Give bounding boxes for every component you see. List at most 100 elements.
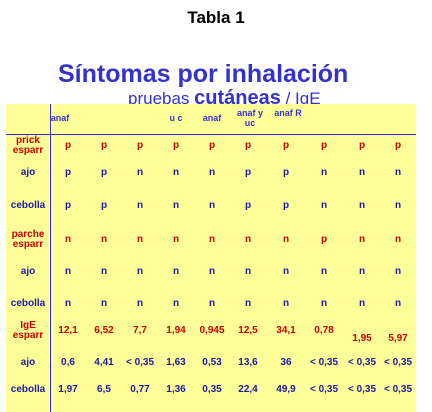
table-cell: p <box>320 234 328 245</box>
table-cell: < 0,35 <box>383 384 413 395</box>
row-label: ajo <box>20 266 36 277</box>
table-cell: n <box>320 266 328 277</box>
table-cell: p <box>100 167 108 178</box>
table-cell: 1,63 <box>166 357 186 368</box>
table-cell: 0,6 <box>61 357 75 368</box>
table-cell: 1,36 <box>166 384 186 395</box>
table-cell: 0,35 <box>202 384 222 395</box>
slide-title: Síntomas por inhalación <box>58 60 349 88</box>
table-cell: p <box>64 200 72 211</box>
table-cell: 0,945 <box>199 325 225 336</box>
table-cell: p <box>244 200 252 211</box>
table-cell: p <box>64 140 72 151</box>
table-cell: n <box>394 200 402 211</box>
table-cell: < 0,35 <box>347 384 377 395</box>
row-label: ajo <box>20 167 36 178</box>
subtitle-pre: pruebas <box>128 89 195 108</box>
table-cell: p <box>244 140 252 151</box>
table-cell: 6,52 <box>94 325 114 336</box>
table-cell: 1,97 <box>58 384 78 395</box>
table-cell: 12,5 <box>238 325 258 336</box>
table-cell: n <box>282 234 290 245</box>
table-cell: n <box>358 167 366 178</box>
table-cell: n <box>394 234 402 245</box>
table-cell: n <box>282 298 290 309</box>
table-cell: 4,41 <box>94 357 114 368</box>
table-cell: n <box>100 234 108 245</box>
table-cell: p <box>172 140 180 151</box>
table-cell: 49,9 <box>276 384 296 395</box>
table-cell: p <box>208 140 216 151</box>
table-cell: n <box>358 234 366 245</box>
table-cell: 0,53 <box>202 357 222 368</box>
table-cell: n <box>136 234 144 245</box>
table-cell: n <box>394 266 402 277</box>
table-cell: p <box>282 140 290 151</box>
row-label: cebolla <box>10 384 46 395</box>
table-cell: < 0,35 <box>309 384 339 395</box>
row-label: cebolla <box>10 298 46 309</box>
table-cell: n <box>208 298 216 309</box>
table-cell: n <box>244 266 252 277</box>
row-label: prick esparr <box>12 135 44 156</box>
table-cell: n <box>320 200 328 211</box>
table-cell: n <box>208 200 216 211</box>
table-cell: 0,77 <box>130 384 150 395</box>
table-cell: n <box>358 266 366 277</box>
table-cell: 12,1 <box>58 325 78 336</box>
table-cell: p <box>64 167 72 178</box>
row-label: parche esparr <box>11 229 45 250</box>
table-cell: 34,1 <box>276 325 296 336</box>
table-cell: < 0,35 <box>383 357 413 368</box>
column-header: anaf R <box>274 108 302 118</box>
table-cell: p <box>136 140 144 151</box>
table-horizontal-divider <box>6 134 416 135</box>
table-cell: n <box>172 234 180 245</box>
table-cell: 22,4 <box>238 384 258 395</box>
table-cell: n <box>282 266 290 277</box>
table-cell: p <box>358 140 366 151</box>
table-cell: < 0,35 <box>347 357 377 368</box>
column-header: anaf y uc <box>236 108 263 128</box>
table-cell: n <box>244 298 252 309</box>
row-label: IgE esparr <box>12 320 44 341</box>
table-cell: 1,95 <box>352 333 372 344</box>
table-cell: n <box>172 298 180 309</box>
row-label: ajo <box>20 357 36 368</box>
table-cell: n <box>394 167 402 178</box>
table-cell: p <box>394 140 402 151</box>
table-cell: p <box>244 167 252 178</box>
table-cell: < 0,35 <box>309 357 339 368</box>
table-vertical-divider <box>50 104 51 412</box>
table-cell: n <box>136 298 144 309</box>
table-cell: 1,94 <box>166 325 186 336</box>
table-cell: n <box>100 298 108 309</box>
table-cell: p <box>100 200 108 211</box>
table-cell: p <box>320 140 328 151</box>
table-cell: n <box>64 234 72 245</box>
table-cell: 0,78 <box>314 325 334 336</box>
table-cell: n <box>64 266 72 277</box>
table-cell: 6,5 <box>97 384 111 395</box>
table-cell: n <box>64 298 72 309</box>
table-cell: n <box>358 200 366 211</box>
table-cell: n <box>172 266 180 277</box>
table-cell: n <box>100 266 108 277</box>
table-cell: n <box>208 234 216 245</box>
table-cell: n <box>136 266 144 277</box>
table-cell: p <box>100 140 108 151</box>
document-title: Tabla 1 <box>187 8 245 27</box>
table-cell: p <box>282 167 290 178</box>
row-label: cebolla <box>10 200 46 211</box>
table-cell: n <box>358 298 366 309</box>
table-cell: n <box>320 167 328 178</box>
table-cell: n <box>136 167 144 178</box>
table-cell: n <box>208 167 216 178</box>
column-header: anaf <box>50 113 70 123</box>
results-table-panel <box>6 104 416 412</box>
subtitle-post: / IgE <box>280 89 321 108</box>
slide-subtitle: pruebas cutáneas / IgE <box>128 87 321 110</box>
subtitle-emphasis: cutáneas <box>194 87 281 109</box>
table-cell: 7,7 <box>133 325 147 336</box>
table-cell: n <box>172 200 180 211</box>
